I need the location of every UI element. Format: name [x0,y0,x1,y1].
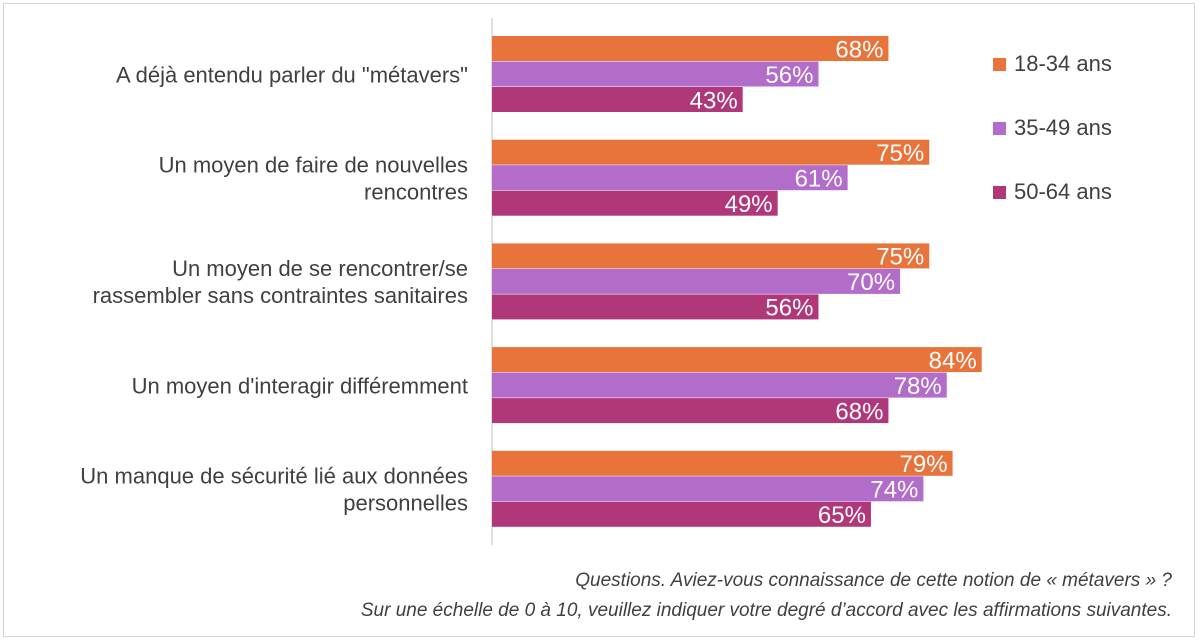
data-label: 56% [765,62,813,89]
data-label: 74% [870,477,918,504]
bar [492,36,889,61]
data-label: 78% [894,373,942,400]
category-label: Un moyen de faire de nouvelles [159,152,468,177]
bar [492,476,924,502]
bar [492,450,953,476]
legend-swatch [993,186,1006,199]
footnote: Sur une échelle de 0 à 10, veuillez indi… [361,600,1172,621]
category-label: rassembler sans contraintes sanitaires [93,283,468,308]
bar [492,398,889,424]
bar [492,139,930,165]
chart-frame [3,3,1195,637]
bar [492,243,930,269]
data-label: 75% [876,244,924,271]
footnote: Questions. Aviez-vous connaissance de ce… [575,570,1172,591]
data-label: 70% [847,269,895,296]
category-label: Un moyen d'interagir différemment [132,373,468,398]
data-label: 68% [835,398,883,425]
data-label: 68% [835,36,883,63]
category-label: rencontres [364,179,468,204]
data-label: 79% [900,451,948,478]
category-label: Un manque de sécurité lié aux données [80,464,468,489]
data-label: 43% [690,87,738,114]
bar [492,87,743,112]
data-label: 65% [818,502,866,529]
data-label: 49% [725,191,773,218]
data-label: 84% [929,347,977,374]
bar [492,372,947,398]
bar [492,190,778,216]
legend-label: 50-64 ans [1014,179,1112,204]
legend-swatch [993,58,1006,71]
category-label: A déjà entendu parler du "métavers" [116,62,468,87]
data-label: 56% [765,295,813,322]
data-label: 75% [876,140,924,167]
bar [492,268,901,294]
category-label: Un moyen de se rencontrer/se [172,256,468,281]
bar [492,165,848,191]
bar [492,347,982,373]
bar [492,61,819,87]
legend-label: 35-49 ans [1014,115,1112,140]
bar [492,501,871,527]
legend-label: 18-34 ans [1014,51,1112,76]
legend-swatch [993,122,1006,135]
category-label: personnelles [343,491,468,516]
data-label: 61% [795,165,843,192]
bar [492,294,819,320]
